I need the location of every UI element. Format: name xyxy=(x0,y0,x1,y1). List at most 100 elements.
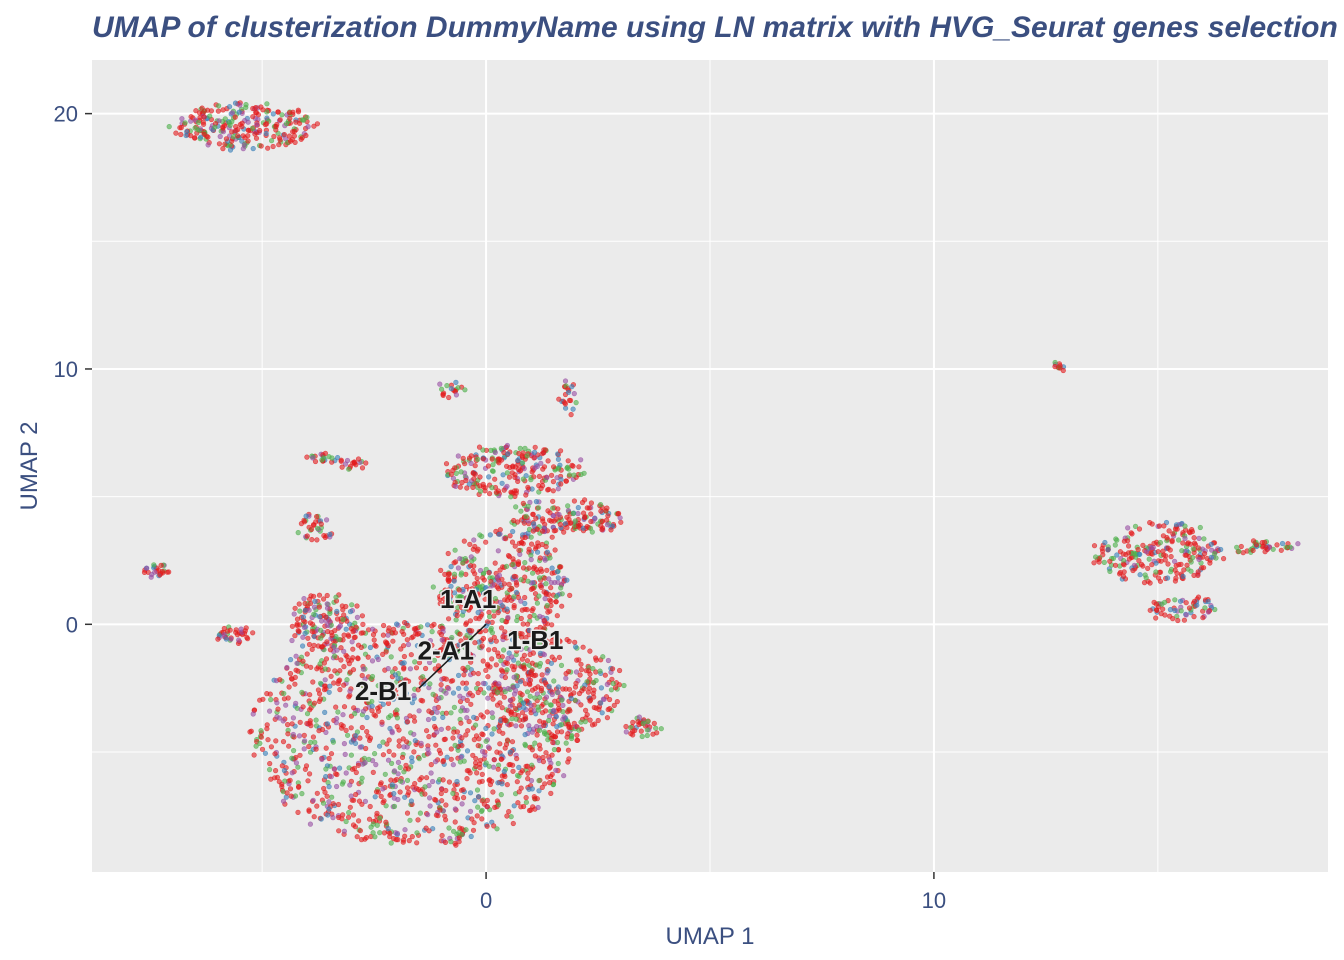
scatter-point xyxy=(415,687,421,693)
scatter-point xyxy=(1156,523,1163,529)
scatter-point xyxy=(523,799,530,805)
scatter-point xyxy=(409,635,415,641)
scatter-point xyxy=(492,804,498,811)
scatter-point xyxy=(1140,542,1146,549)
scatter-point xyxy=(401,666,407,672)
scatter-point xyxy=(1138,561,1145,568)
scatter-point xyxy=(623,723,629,730)
scatter-point xyxy=(424,728,430,734)
scatter-point xyxy=(366,816,373,822)
scatter-point xyxy=(324,793,330,799)
scatter-point xyxy=(529,668,535,674)
scatter-point xyxy=(300,634,306,640)
scatter-point xyxy=(546,576,552,582)
scatter-point xyxy=(511,573,517,579)
scatter-point xyxy=(379,719,385,725)
scatter-point xyxy=(448,386,454,392)
scatter-point xyxy=(443,690,449,696)
scatter-point xyxy=(303,663,310,669)
scatter-point xyxy=(232,100,239,106)
scatter-point xyxy=(502,745,508,751)
scatter-point xyxy=(522,534,528,541)
scatter-point xyxy=(427,803,433,809)
scatter-point xyxy=(1181,617,1187,623)
scatter-point xyxy=(446,394,452,401)
scatter-point xyxy=(477,757,484,763)
scatter-point xyxy=(271,133,277,140)
scatter-point xyxy=(402,619,408,626)
scatter-point xyxy=(514,779,520,785)
scatter-point xyxy=(390,696,397,702)
scatter-point xyxy=(550,513,557,519)
scatter-point xyxy=(319,618,325,624)
scatter-point xyxy=(321,785,327,792)
scatter-point xyxy=(399,754,406,761)
scatter-point xyxy=(193,108,199,114)
scatter-point xyxy=(496,531,502,537)
scatter-point xyxy=(359,465,366,471)
scatter-point xyxy=(495,650,501,656)
scatter-point xyxy=(1153,601,1159,607)
scatter-point xyxy=(1149,562,1155,568)
scatter-point xyxy=(616,667,623,674)
scatter-point xyxy=(293,119,299,125)
scatter-point xyxy=(404,810,411,816)
scatter-point xyxy=(528,703,534,709)
scatter-point xyxy=(1165,545,1171,551)
scatter-point xyxy=(528,766,534,772)
scatter-point xyxy=(471,714,477,720)
scatter-point xyxy=(565,731,571,737)
scatter-point xyxy=(1159,601,1165,607)
scatter-point xyxy=(498,756,505,762)
scatter-point xyxy=(355,456,362,462)
scatter-point xyxy=(452,819,458,825)
scatter-point xyxy=(444,754,450,760)
scatter-point xyxy=(443,802,449,808)
scatter-point xyxy=(270,111,276,117)
scatter-point xyxy=(1175,617,1181,624)
scatter-point xyxy=(529,607,535,614)
scatter-point xyxy=(453,470,459,477)
scatter-point xyxy=(357,735,363,741)
scatter-point xyxy=(471,476,477,482)
scatter-point xyxy=(478,808,485,815)
scatter-point xyxy=(1172,597,1178,603)
scatter-point xyxy=(416,630,422,637)
scatter-point xyxy=(395,759,402,766)
scatter-point xyxy=(493,638,499,644)
scatter-point xyxy=(386,625,392,631)
scatter-point xyxy=(605,513,611,519)
scatter-point xyxy=(490,468,496,474)
scatter-point xyxy=(440,758,446,765)
scatter-point xyxy=(528,541,535,547)
scatter-point xyxy=(305,778,311,784)
scatter-point xyxy=(1250,538,1257,544)
scatter-point xyxy=(307,771,313,777)
scatter-point xyxy=(381,622,387,629)
scatter-point xyxy=(582,718,588,725)
scatter-point xyxy=(301,519,308,525)
scatter-point xyxy=(474,813,480,819)
scatter-point xyxy=(277,677,283,683)
scatter-point xyxy=(296,601,302,607)
scatter-point xyxy=(538,566,544,572)
scatter-point xyxy=(473,615,479,621)
scatter-point xyxy=(558,476,564,483)
scatter-point xyxy=(414,643,421,649)
scatter-point xyxy=(545,458,551,464)
scatter-point xyxy=(515,478,521,485)
scatter-point xyxy=(439,386,445,392)
scatter-point xyxy=(485,604,491,610)
scatter-point xyxy=(394,707,400,713)
scatter-point xyxy=(609,676,615,682)
scatter-point xyxy=(396,743,402,749)
scatter-point xyxy=(531,455,537,461)
scatter-point xyxy=(463,655,469,661)
scatter-point xyxy=(279,763,285,769)
scatter-point xyxy=(260,107,266,113)
scatter-point xyxy=(431,715,437,722)
scatter-point xyxy=(425,716,432,723)
scatter-point xyxy=(574,657,580,663)
scatter-point xyxy=(314,537,320,543)
scatter-point xyxy=(565,759,571,765)
